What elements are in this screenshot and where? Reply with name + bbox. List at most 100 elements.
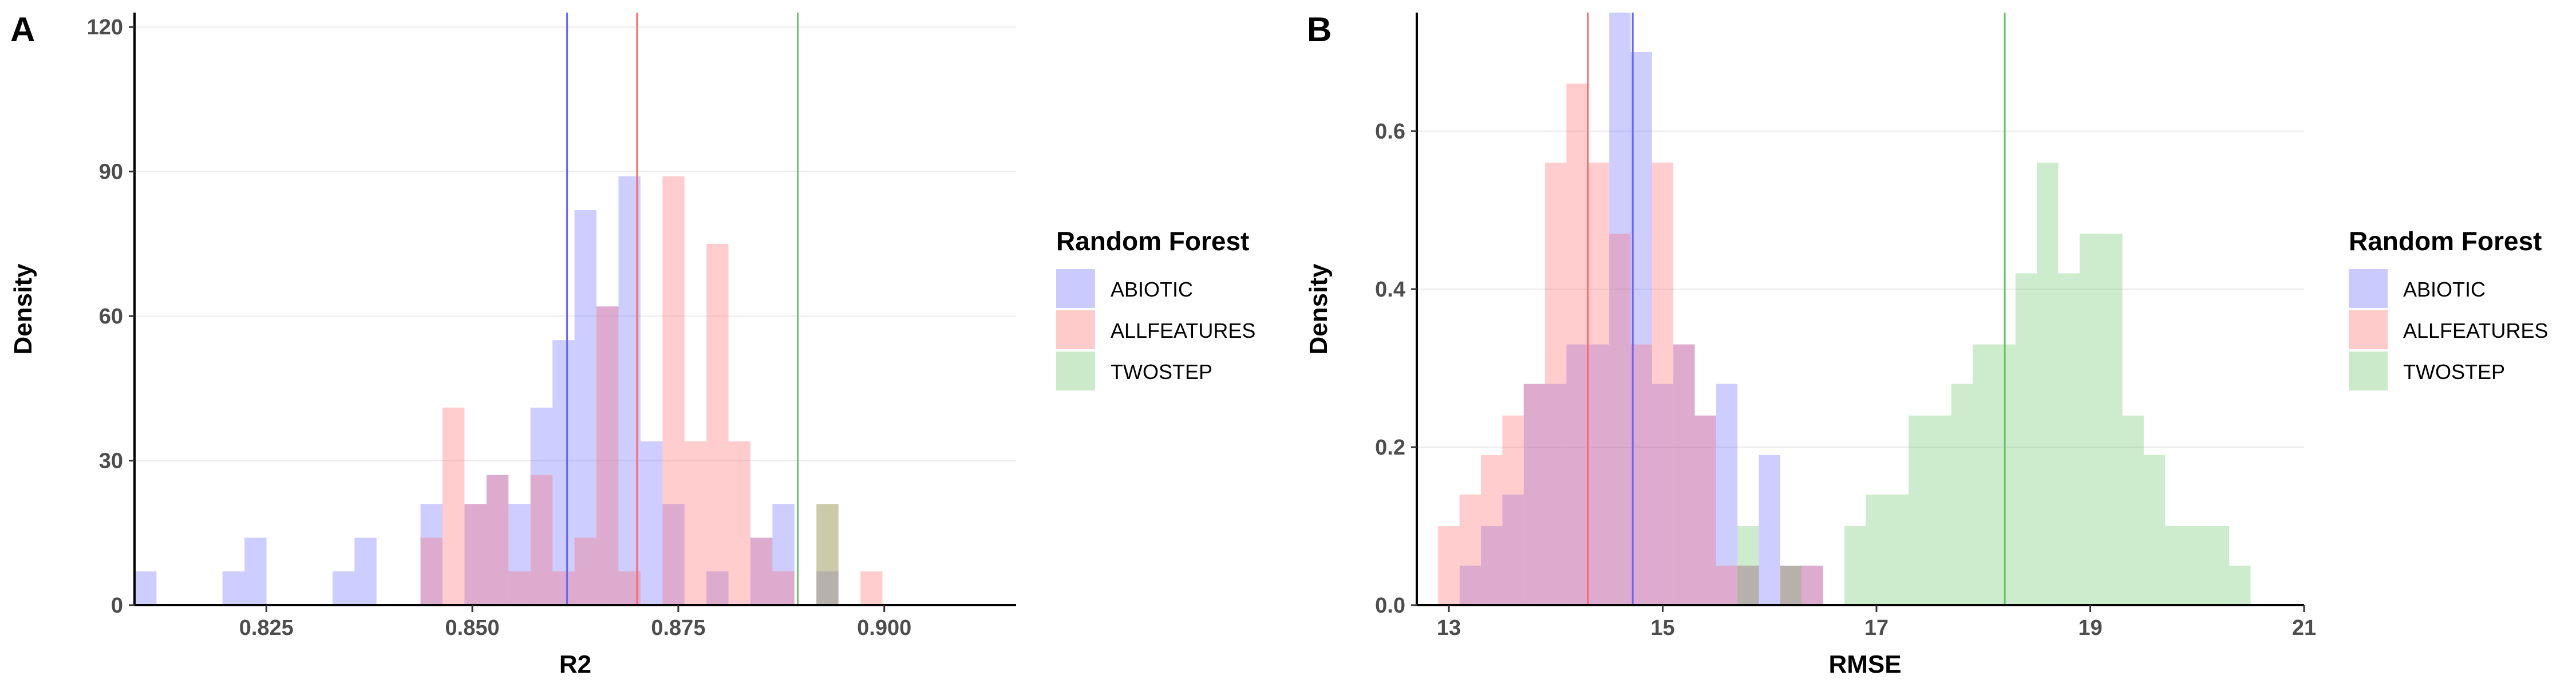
panel-a-bar-allfeatures [530,475,553,605]
panel-a-bar-allfeatures [750,538,773,605]
panel-a-y-title: Density [9,263,37,354]
panel-b-bar-abiotic [1737,566,1759,605]
panel-b-bar-allfeatures [1459,494,1481,605]
panel-b-bar-abiotic [1630,52,1652,605]
panel-a-legend-label-allfeatures: ALLFEATURES [1111,319,1255,342]
panel-b-bar-abiotic [1652,384,1674,605]
panel-a-legend-title: Random Forest [1056,226,1249,256]
panel-a-legend-label-abiotic: ABIOTIC [1111,278,1193,301]
panel-a-y-tick-label: 30 [99,449,123,473]
panel-a-label: A [10,10,35,49]
panel-a-y-tick-label: 90 [99,160,123,184]
panel-b-bar-abiotic [1673,344,1695,605]
panel-b: B 0.0 0.2 0.4 0.6 13 15 17 19 21 RMSE Density Ra… [1305,10,2548,678]
panel-b-bar-twostep [1887,494,1909,605]
panel-b-mean-lines [1587,13,2006,605]
panel-b-bar-twostep [2015,273,2037,605]
panel-a-bars [135,176,883,606]
panel-b-bar-allfeatures [1801,566,1823,605]
panel-b-bar-allfeatures [1523,384,1546,605]
panel-a-bar-abiotic [574,210,596,605]
panel-b-bar-twostep [2037,163,2059,605]
panel-b-label: B [1307,10,1332,49]
panel-b-legend-key-allfeatures [2349,310,2388,349]
panel-b-bar-twostep [2101,234,2123,605]
panel-b-bar-allfeatures [1716,566,1738,605]
panel-a-y-tick-label: 120 [87,15,123,40]
panel-a-bar-abiotic [135,571,157,605]
panel-a-bar-abiotic [706,571,729,605]
panel-b-legend: Random Forest ABIOTIC ALLFEATURES TWOSTE… [2349,226,2548,390]
panel-b-legend-label-allfeatures: ALLFEATURES [2403,319,2548,342]
panel-a-bar-allfeatures [486,475,509,605]
panel-b-bar-abiotic [1759,455,1780,605]
panel-b-y-tick-label: 0.4 [1375,278,1405,302]
panel-a-x-title: R2 [559,650,591,678]
panel-a-bar-abiotic [332,571,355,605]
panel-a-mean-lines [566,13,799,605]
panel-b-bar-twostep [1930,415,1951,605]
panel-b-bar-twostep [1780,566,1802,605]
panel-b-legend-label-abiotic: ABIOTIC [2403,278,2486,301]
panel-a-bar-abiotic [508,504,531,605]
panel-a-bar-abiotic [662,504,685,605]
panel-b-bar-twostep [1737,526,1759,605]
panel-a-bar-abiotic [816,571,839,605]
panel-b-ticks: 0.0 0.2 0.4 0.6 13 15 17 19 21 [1375,120,2316,640]
panel-a-y-tick-label: 60 [99,305,123,329]
panel-a-bar-abiotic [244,538,267,605]
panel-b-bar-twostep [2165,526,2187,605]
panel-b-bar-allfeatures [1630,344,1652,605]
panel-b-x-title: RMSE [1828,650,1901,678]
panel-a-bar-allfeatures [728,441,750,605]
panel-b-bars [1438,13,2251,605]
panel-b-y-tick-label: 0.6 [1375,120,1405,144]
panel-b-x-tick-label: 19 [2078,616,2102,640]
panel-a-bar-abiotic [420,504,442,605]
panel-b-bar-abiotic [1502,494,1524,605]
panel-b-legend-title: Random Forest [2349,226,2542,256]
panel-a-bar-allfeatures [574,538,596,605]
panel-a-grid [135,26,1016,461]
panel-b-bar-twostep [2079,234,2101,605]
panel-b-bar-abiotic [1694,415,1716,605]
panel-b-bar-allfeatures [1737,566,1759,605]
panel-a-bar-allfeatures [596,306,619,605]
panel-a-bar-allfeatures [420,538,442,605]
panel-b-bar-abiotic [1481,526,1503,605]
panel-b-bar-twostep [1973,344,1994,605]
panel-b-bar-abiotic [1545,384,1567,605]
panel-b-grid [1417,131,2304,448]
panel-a-axes [133,13,1016,606]
panel-b-axes [1416,13,2304,606]
panel-b-bar-twostep [1866,494,1887,605]
panel-b-bar-twostep [2207,526,2230,605]
panel-b-bar-allfeatures [1438,526,1460,605]
panel-b-legend-key-abiotic [2349,269,2388,308]
panel-a-y-tick-label: 0 [111,594,123,618]
panel-b-bar-twostep [2143,455,2166,605]
panel-b-bar-allfeatures [1587,163,1610,605]
panel-b-x-tick-label: 15 [1650,616,1674,640]
panel-b-x-tick-label: 13 [1437,616,1461,640]
panel-a-bar-abiotic [596,306,619,605]
panel-b-bar-twostep [1951,384,1973,605]
panel-a-x-tick-label: 0.900 [857,616,911,640]
panel-b-bar-abiotic [1587,344,1610,605]
panel-a-legend: Random Forest ABIOTIC ALLFEATURES TWOSTE… [1056,226,1255,390]
panel-b-bar-twostep [1844,526,1866,605]
panel-a-bar-abiotic [772,504,795,605]
panel-a-bar-abiotic [530,408,553,605]
panel-a-bar-allfeatures [706,243,729,605]
panel-b-bar-abiotic [1609,13,1631,605]
panel-a-bar-allfeatures [508,571,531,605]
panel-b-bar-allfeatures [1673,344,1695,605]
panel-b-y-tick-label: 0.2 [1375,436,1405,460]
panel-b-y-title: Density [1305,263,1333,354]
panel-a-ticks: 0 30 60 90 120 0.825 0.850 0.875 0.900 [87,15,912,640]
panel-a-bar-abiotic [552,340,575,605]
panel-b-bar-twostep [2058,273,2080,605]
panel-b-bar-allfeatures [1609,234,1631,605]
panel-b-bar-allfeatures [1481,455,1503,605]
panel-b-legend-label-twostep: TWOSTEP [2403,360,2505,384]
